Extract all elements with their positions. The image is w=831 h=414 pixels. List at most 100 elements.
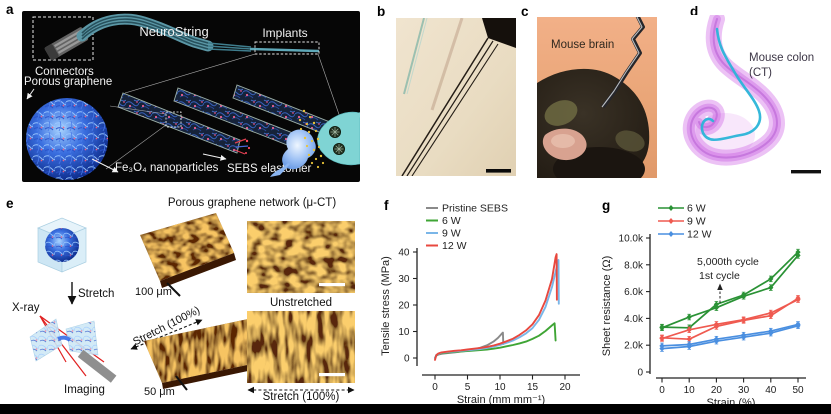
neurostring-label: NeuroString: [139, 24, 208, 39]
scale-bar: [486, 169, 511, 173]
svg-text:Sheet resistance (Ω): Sheet resistance (Ω): [601, 256, 613, 357]
colon-ct-image: [682, 15, 785, 166]
strip-zoom-dashed-box: [165, 111, 182, 128]
svg-text:20: 20: [711, 385, 723, 396]
fiber-strand-teal: [403, 18, 425, 95]
zoom-leader-line: [109, 105, 167, 115]
porous-graphene-ball: [26, 98, 108, 180]
svg-text:15: 15: [527, 382, 539, 393]
svg-text:1st cycle: 1st cycle: [699, 270, 740, 282]
imaging-plate: [77, 349, 117, 383]
svg-text:8.0k: 8.0k: [624, 260, 644, 271]
tensile-stress-chart: 0 5 10 15 20 0 10 20 30 40 Tensile stress (MPa) Str…: [380, 203, 580, 406]
scale-line-50um: [175, 375, 188, 391]
connectors-dashed-box: [32, 16, 94, 61]
svg-text:Pristine SEBS: Pristine SEBS: [442, 203, 508, 215]
svg-text:5: 5: [465, 382, 471, 393]
connectors-label: Connectors: [35, 66, 94, 78]
implants-leader-line-right: [317, 53, 343, 124]
panel-label-e: e: [6, 196, 14, 211]
scale-label-100um: 100 μm: [135, 286, 172, 298]
fiber-strand: [411, 43, 499, 176]
svg-text:6 W: 6 W: [442, 215, 461, 227]
fiber-strand: [406, 40, 494, 176]
panel-d-ct: Mouse colon (CT): [663, 15, 831, 180]
mouse-brain-caption: Mouse brain: [551, 39, 614, 51]
scale-bar: [319, 283, 345, 287]
svg-text:10: 10: [684, 385, 696, 396]
panel-b-photo: [396, 18, 516, 176]
svg-text:5,000th cycle: 5,000th cycle: [697, 256, 759, 268]
ct-block-unstretched: [140, 213, 234, 281]
svg-text:9 W: 9 W: [687, 216, 706, 228]
implants-leader-line-left: [124, 53, 256, 94]
fiber-strand-faint: [430, 18, 464, 111]
unstretched-label: Unstretched: [269, 297, 332, 309]
wire-highlight: [601, 17, 643, 108]
panel-e-title: Porous graphene network (μ-CT): [167, 197, 337, 209]
sheet-resistance-chart: 0 10 20 30 40 50 0 2.0k 4.0k 6.0k 8.0k 10.0k Sheet r…: [601, 203, 806, 409]
implants-label: Implants: [262, 26, 307, 40]
fiber-strand: [401, 37, 489, 176]
svg-text:4.0k: 4.0k: [624, 314, 644, 325]
panel-label-f: f: [384, 198, 389, 213]
xray-imaging-diagram: Stretch X-ray Imaging: [12, 217, 117, 396]
panel-label-c: c: [521, 4, 529, 19]
micro-ct-blocks: 100 μm Stretch (100%) 50 μm: [130, 213, 267, 398]
neurostring-cable: [76, 13, 320, 53]
svg-text:12 W: 12 W: [687, 229, 712, 241]
svg-text:50: 50: [792, 385, 804, 396]
implanted-neurostring-wire: [601, 17, 645, 109]
graphene-texture-unstretched: [247, 221, 355, 293]
graphene-texture-stretched: [247, 311, 355, 383]
xray-label: X-ray: [12, 302, 40, 314]
panel-c-photo: Mouse brain: [537, 17, 657, 178]
svg-text:40: 40: [765, 385, 777, 396]
stretched-sample: [29, 318, 99, 362]
stretch-double-arrow: [130, 319, 203, 350]
svg-text:10: 10: [494, 382, 506, 393]
sample-cube: [37, 217, 87, 273]
synapse-illustration: [270, 109, 360, 177]
panel-a-illustration: NeuroString Implants Connectors Porous g…: [22, 11, 360, 182]
svg-text:10.0k: 10.0k: [619, 234, 644, 245]
svg-text:9 W: 9 W: [442, 228, 461, 240]
svg-text:6.0k: 6.0k: [624, 287, 644, 298]
panel-label-g: g: [602, 198, 611, 213]
nanoparticles-arrow: [91, 158, 119, 173]
ct-block-underside: [162, 361, 267, 389]
implant-strip: [117, 92, 251, 155]
svg-text:0: 0: [432, 382, 438, 393]
fiber-strand-teal: [406, 18, 428, 95]
svg-text:6 W: 6 W: [687, 203, 706, 215]
panel-label-b: b: [377, 4, 386, 19]
panel-label-a: a: [6, 2, 14, 17]
bottom-letterbox-bar: [0, 404, 831, 414]
svg-text:20: 20: [398, 301, 410, 312]
svg-text:0: 0: [659, 385, 665, 396]
ct-block-underside: [160, 253, 236, 288]
imaging-label: Imaging: [64, 384, 105, 396]
mouse-ear: [544, 100, 578, 126]
mouse-colon-caption-line2: (CT): [749, 67, 772, 79]
mouse-colon-caption-line1: Mouse colon: [749, 52, 814, 64]
scale-bar: [319, 373, 345, 377]
scale-line-100um: [166, 282, 181, 297]
nanoparticles-label: Fe₃O₄ nanoparticles: [115, 162, 219, 174]
stretch-bottom-arrow: [247, 386, 355, 394]
svg-text:20: 20: [559, 382, 571, 393]
mouse-ear: [615, 130, 645, 152]
scale-label-50um: 50 μm: [144, 386, 175, 398]
neurotransmitter-dots: [298, 109, 325, 169]
ct-block-stretched: [144, 319, 266, 383]
zoom-leader-line: [105, 124, 167, 170]
porous-graphene-label: Porous graphene: [24, 76, 112, 88]
surgical-highlight: [551, 134, 575, 148]
svg-text:0: 0: [404, 354, 410, 365]
scale-bar: [791, 170, 821, 174]
svg-text:0: 0: [637, 368, 643, 379]
svg-text:2.0k: 2.0k: [624, 341, 644, 352]
svg-text:12 W: 12 W: [442, 240, 467, 252]
svg-text:Tensile stress (MPa): Tensile stress (MPa): [380, 256, 392, 356]
